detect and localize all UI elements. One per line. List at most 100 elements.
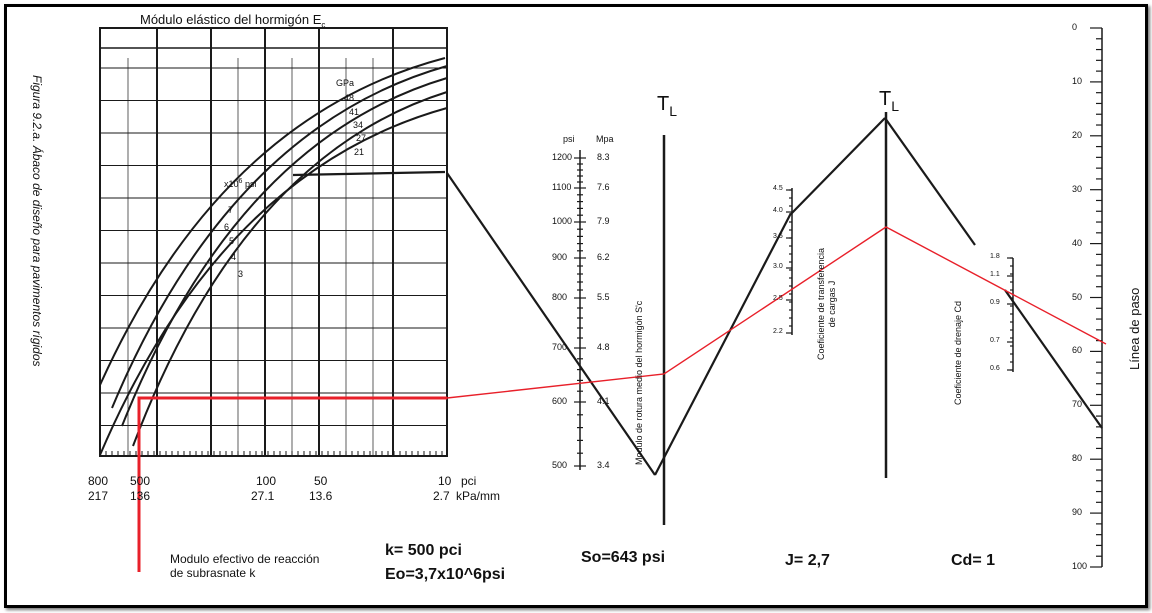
j-axis-title-line2: de cargas J bbox=[827, 280, 837, 328]
tl-left-l: L bbox=[669, 103, 678, 119]
cd-tick-label: 1.1 bbox=[990, 271, 1000, 278]
pass-tick-label: 20 bbox=[1072, 129, 1083, 140]
pass-tick-label: 60 bbox=[1072, 345, 1083, 356]
elastic-modulus-grid bbox=[99, 27, 448, 457]
pass-line-title: Línea de paso bbox=[1127, 287, 1142, 370]
k-unit-pci: pci bbox=[461, 474, 477, 488]
tl-label-right: TL bbox=[879, 88, 899, 114]
elastic-modulus-curves bbox=[99, 57, 448, 456]
j-tick-label: 4.0 bbox=[773, 207, 783, 214]
sc-psi-header: psi bbox=[563, 134, 575, 144]
elastic-modulus-curve bbox=[111, 65, 448, 409]
gpa-value-41: 41 bbox=[349, 107, 360, 117]
solution-k-bracket bbox=[137, 396, 447, 572]
sc-mpa-tick: 4.1 bbox=[597, 396, 610, 406]
result-so: So=643 psi bbox=[581, 549, 666, 566]
k-kpa-tick-13: 13.6 bbox=[309, 489, 333, 503]
psi-multiplier-unit: psi bbox=[244, 179, 257, 189]
sc-mpa-tick: 7.9 bbox=[597, 216, 610, 226]
scale-ticks bbox=[574, 27, 1102, 568]
pass-tick-label: 90 bbox=[1072, 507, 1083, 518]
figure-frame bbox=[4, 4, 1148, 608]
pass-tick-label: 10 bbox=[1072, 75, 1083, 86]
sc-mpa-tick: 8.3 bbox=[597, 152, 610, 162]
gpa-value-21: 21 bbox=[354, 147, 365, 157]
k-caption-line1: Modulo efectivo de reacción bbox=[170, 552, 320, 566]
result-cd: Cd= 1 bbox=[951, 552, 996, 569]
k-caption-line2: de subrasnate k bbox=[170, 566, 256, 580]
sc-mpa-tick: 3.4 bbox=[597, 460, 610, 470]
chart-box-title: Módulo elástico del hormigón Ec bbox=[140, 12, 325, 30]
sc-axis-title: Modulo de rotura medio del hormigón S'c bbox=[634, 300, 644, 465]
result-j: J= 2,7 bbox=[785, 552, 830, 569]
solution-line bbox=[446, 226, 1107, 399]
j-tick-label: 2.5 bbox=[773, 295, 783, 302]
j-tick-label: 4.5 bbox=[773, 185, 783, 192]
construction-line-1 bbox=[292, 170, 446, 177]
k-tick-800: 800 bbox=[88, 474, 109, 488]
cd-tick-label: 0.6 bbox=[990, 365, 1000, 372]
j-tick-label: 3.5 bbox=[773, 233, 783, 240]
k-kpa-tick-27: 27.1 bbox=[251, 489, 275, 503]
sc-mpa-tick: 4.8 bbox=[597, 342, 610, 352]
pass-tick-label: 100 bbox=[1072, 561, 1088, 571]
sc-psi-tick: 500 bbox=[552, 460, 568, 470]
cd-axis-title: Coeficiente de drenaje Cd bbox=[953, 300, 963, 405]
sc-mpa-tick: 6.2 bbox=[597, 252, 610, 262]
cd-tick-label: 1.8 bbox=[990, 253, 1000, 260]
k-tick-50: 50 bbox=[314, 474, 328, 488]
psi-multiplier-exp: 6 bbox=[238, 178, 243, 185]
solution-path bbox=[137, 226, 1107, 572]
sc-psi-tick: 1100 bbox=[552, 182, 572, 192]
sc-mpa-tick: 7.6 bbox=[597, 182, 610, 192]
pass-tick-label: 80 bbox=[1072, 453, 1083, 464]
sc-psi-tick: 700 bbox=[552, 342, 568, 352]
gpa-value-34: 34 bbox=[353, 120, 364, 130]
pass-tick-label: 70 bbox=[1072, 399, 1083, 410]
construction-line-6 bbox=[1004, 289, 1103, 429]
psi-value-7: 7 bbox=[228, 205, 234, 215]
pass-tick-label: 30 bbox=[1072, 183, 1083, 194]
construction-lines bbox=[292, 117, 1103, 476]
result-eo: Eo=3,7x10^6psi bbox=[385, 566, 506, 583]
sc-psi-tick: 800 bbox=[552, 292, 568, 302]
k-kpa-tick-217: 217 bbox=[88, 489, 109, 503]
cd-tick-label: 0.7 bbox=[990, 337, 1000, 344]
construction-line-2 bbox=[446, 172, 656, 476]
j-axis-title-line1: Coeficiente de transferencia bbox=[816, 247, 826, 360]
pass-tick-label: 50 bbox=[1072, 291, 1083, 302]
tl-left-t: T bbox=[657, 93, 670, 115]
psi-value-6: 6 bbox=[224, 222, 230, 232]
gpa-value-48: 48 bbox=[344, 93, 355, 103]
k-tick-500: 500 bbox=[130, 474, 151, 488]
gpa-value-27: 27 bbox=[356, 133, 367, 143]
pass-tick-label: 40 bbox=[1072, 237, 1083, 248]
elastic-modulus-curve bbox=[99, 107, 448, 456]
psi-value-4: 4 bbox=[231, 252, 237, 262]
psi-value-3: 3 bbox=[238, 269, 244, 279]
j-tick-label: 3.0 bbox=[773, 263, 783, 270]
tl-label-left: TL bbox=[657, 93, 677, 119]
tl-right-t: T bbox=[879, 88, 892, 110]
elastic-modulus-curve bbox=[121, 77, 448, 427]
sc-mpa-header: Mpa bbox=[596, 134, 614, 144]
chart-box-border bbox=[99, 27, 448, 457]
sc-psi-tick: 600 bbox=[552, 396, 568, 406]
chart-box-title-text: Módulo elástico del hormigón E bbox=[140, 12, 322, 27]
cd-tick-label: 0.9 bbox=[990, 299, 1000, 306]
sc-psi-tick: 900 bbox=[552, 252, 568, 262]
sc-mpa-tick: 5.5 bbox=[597, 292, 610, 302]
j-axis-title: Coeficiente de transferencia de cargas J bbox=[816, 248, 838, 360]
sc-psi-tick: 1200 bbox=[552, 152, 573, 162]
construction-line-5 bbox=[884, 117, 976, 246]
pass-tick-label: 0 bbox=[1072, 22, 1078, 32]
psi-value-5: 5 bbox=[229, 236, 235, 246]
tl-right-l: L bbox=[891, 98, 900, 114]
construction-line-4 bbox=[789, 117, 886, 216]
j-tick-label: 2.2 bbox=[773, 328, 783, 335]
gpa-label: GPa bbox=[336, 78, 355, 88]
psi-multiplier-text: x10 bbox=[224, 179, 239, 189]
k-kpa-tick-136: 136 bbox=[130, 489, 151, 503]
figure-caption: Figura 9.2.a. Ábaco de diseño para pavim… bbox=[30, 75, 44, 367]
